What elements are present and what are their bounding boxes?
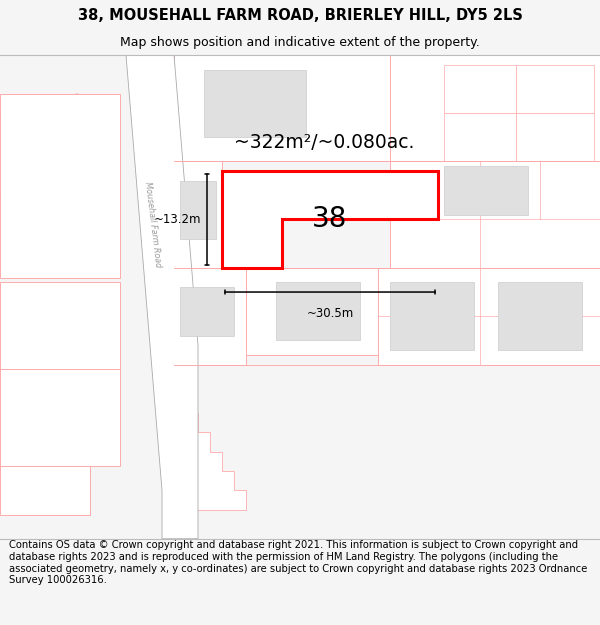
- Text: Contains OS data © Crown copyright and database right 2021. This information is : Contains OS data © Crown copyright and d…: [9, 541, 587, 585]
- Polygon shape: [0, 94, 96, 195]
- Bar: [390, 55, 600, 161]
- Bar: [276, 282, 360, 341]
- Bar: [516, 64, 594, 113]
- Polygon shape: [174, 413, 246, 510]
- Bar: [0, 94, 120, 278]
- Text: ~13.2m: ~13.2m: [154, 213, 201, 226]
- Bar: [0, 282, 120, 369]
- Bar: [12, 379, 60, 408]
- Text: 38, MOUSEHALL FARM ROAD, BRIERLEY HILL, DY5 2LS: 38, MOUSEHALL FARM ROAD, BRIERLEY HILL, …: [77, 8, 523, 23]
- Bar: [174, 161, 222, 268]
- Polygon shape: [222, 171, 438, 268]
- Bar: [174, 55, 390, 161]
- Bar: [12, 413, 48, 437]
- Bar: [516, 113, 594, 161]
- Bar: [444, 166, 528, 214]
- Bar: [390, 282, 474, 350]
- Bar: [0, 466, 90, 514]
- Bar: [174, 268, 246, 364]
- Bar: [444, 64, 516, 113]
- Text: ~322m²/~0.080ac.: ~322m²/~0.080ac.: [234, 132, 414, 152]
- Bar: [180, 288, 234, 336]
- Text: 38: 38: [313, 206, 347, 234]
- Text: ~30.5m: ~30.5m: [307, 306, 353, 319]
- Text: Map shows position and indicative extent of the property.: Map shows position and indicative extent…: [120, 36, 480, 49]
- Polygon shape: [0, 171, 84, 278]
- Bar: [498, 282, 582, 350]
- Polygon shape: [126, 55, 198, 539]
- Bar: [246, 268, 378, 355]
- Bar: [204, 69, 306, 138]
- Bar: [378, 268, 600, 364]
- Bar: [390, 161, 600, 268]
- Bar: [180, 181, 216, 239]
- Text: Mousehall Farm Road: Mousehall Farm Road: [143, 181, 163, 268]
- Bar: [438, 161, 600, 219]
- Bar: [0, 369, 120, 466]
- Bar: [444, 113, 516, 161]
